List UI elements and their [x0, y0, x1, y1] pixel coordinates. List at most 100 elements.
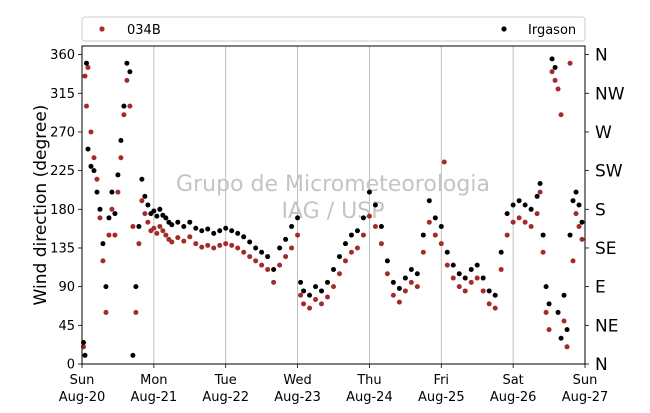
- legend-box: [81, 16, 586, 42]
- point-034b: [253, 258, 259, 264]
- point-034b: [271, 279, 277, 285]
- point-irgason: [100, 241, 106, 247]
- point-034b: [103, 309, 109, 315]
- point-034b: [492, 305, 498, 311]
- point-034b: [109, 206, 115, 212]
- point-irgason: [136, 223, 142, 229]
- point-034b: [537, 189, 543, 195]
- legend-label-irgason: Irgason: [528, 23, 576, 38]
- point-034b: [235, 245, 241, 251]
- point-irgason: [298, 279, 304, 285]
- point-irgason: [83, 60, 89, 66]
- point-034b: [561, 318, 567, 324]
- point-034b: [325, 294, 331, 300]
- point-irgason: [567, 232, 573, 238]
- point-irgason: [235, 230, 241, 236]
- point-irgason: [259, 249, 265, 255]
- y-axis-label: Wind direction (degree): [31, 105, 51, 306]
- point-irgason: [121, 103, 127, 109]
- y-tick-label: 90: [58, 280, 75, 295]
- point-034b: [124, 77, 130, 83]
- point-034b: [223, 241, 229, 247]
- point-034b: [438, 241, 444, 247]
- point-034b: [295, 232, 301, 238]
- point-034b: [468, 279, 474, 285]
- point-irgason: [516, 198, 522, 204]
- point-irgason: [301, 288, 307, 294]
- point-irgason: [106, 215, 112, 221]
- x-tick-day: Mon: [140, 373, 167, 388]
- point-irgason: [570, 198, 576, 204]
- y-tick-label: 180: [50, 203, 75, 218]
- x-tick-label: Aug-27: [562, 390, 609, 405]
- point-irgason: [88, 163, 94, 169]
- point-irgason: [127, 69, 133, 75]
- point-034b: [522, 219, 528, 225]
- y-tick-label: 270: [50, 125, 75, 140]
- point-034b: [414, 284, 420, 290]
- point-034b: [573, 211, 579, 217]
- point-034b: [444, 262, 450, 268]
- point-irgason: [414, 271, 420, 277]
- point-irgason: [157, 206, 163, 212]
- point-irgason: [112, 211, 118, 217]
- point-034b: [474, 275, 480, 281]
- y-tick-label: 315: [50, 87, 75, 102]
- x-tick-label: Aug-22: [202, 390, 249, 405]
- point-034b: [360, 232, 366, 238]
- compass-label: N: [595, 355, 608, 375]
- point-034b: [205, 242, 211, 248]
- x-tick-day: Fri: [434, 373, 450, 388]
- point-034b: [576, 223, 582, 229]
- x-tick-day: Sun: [573, 373, 598, 388]
- compass-axis: N NE E SE S SW W NW N: [585, 46, 625, 375]
- point-034b: [139, 198, 145, 204]
- point-irgason: [295, 215, 301, 221]
- point-034b: [151, 225, 157, 231]
- point-irgason: [348, 232, 354, 238]
- point-irgason: [118, 138, 124, 144]
- point-034b: [402, 288, 408, 294]
- x-tick-label: Aug-21: [131, 390, 178, 405]
- point-irgason: [336, 254, 342, 260]
- x-tick-day: Sun: [70, 373, 95, 388]
- point-034b: [199, 244, 205, 250]
- point-034b: [570, 258, 576, 264]
- legend: 034B Irgason: [81, 16, 586, 42]
- compass-label: N: [595, 46, 608, 66]
- point-034b: [265, 266, 271, 272]
- compass-label: NE: [595, 316, 618, 336]
- x-tick-day: Sat: [502, 373, 523, 388]
- point-034b: [348, 249, 354, 255]
- x-tick-label: Aug-24: [346, 390, 393, 405]
- point-034b: [378, 241, 384, 247]
- point-034b: [396, 299, 402, 305]
- x-tick-day: Wed: [283, 373, 311, 388]
- point-034b: [85, 64, 91, 70]
- point-034b: [289, 245, 295, 251]
- point-irgason: [510, 202, 516, 208]
- point-034b: [133, 309, 139, 315]
- point-irgason: [579, 219, 585, 225]
- point-034b: [217, 242, 223, 248]
- point-irgason: [480, 275, 486, 281]
- x-tick-day: Tue: [214, 373, 237, 388]
- point-034b: [91, 155, 97, 161]
- point-034b: [462, 288, 468, 294]
- point-034b: [181, 238, 187, 244]
- point-034b: [528, 223, 534, 229]
- legend-marker-034b: [99, 26, 105, 32]
- point-034b: [301, 301, 307, 307]
- compass-label: E: [595, 278, 606, 298]
- point-irgason: [552, 64, 558, 70]
- point-irgason: [573, 189, 579, 195]
- point-irgason: [558, 335, 564, 341]
- point-034b: [336, 271, 342, 277]
- point-034b: [175, 235, 181, 241]
- point-irgason: [331, 266, 336, 272]
- point-irgason: [163, 215, 169, 221]
- point-irgason: [229, 228, 235, 234]
